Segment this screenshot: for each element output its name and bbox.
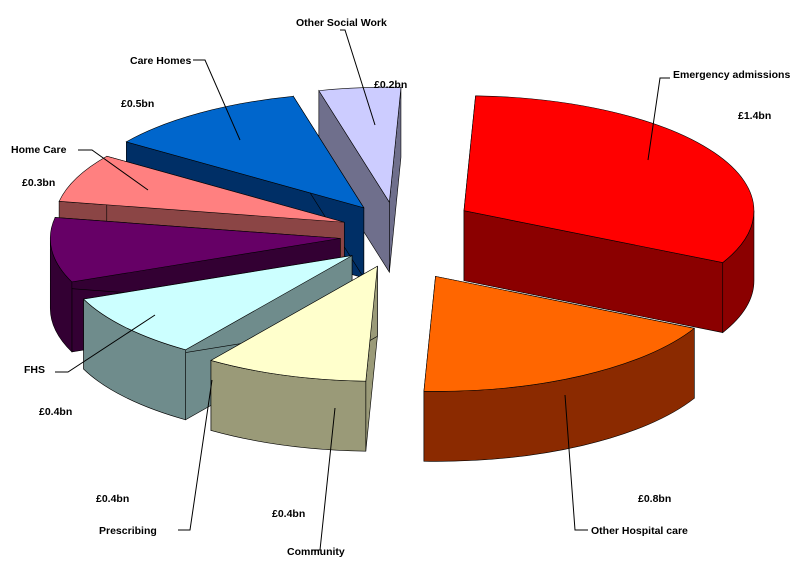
label-emergency-admissions: Emergency admissions — [673, 69, 790, 81]
leader-line-emergency-admissions — [647, 77, 670, 161]
value-other-social-work: £0.2bn — [374, 79, 407, 91]
leader-line-community — [312, 407, 336, 551]
value-other-hospital-care: £0.8bn — [638, 493, 671, 505]
slice-other-social-work — [318, 86, 402, 274]
label-other-social-work: Other Social Work — [296, 17, 387, 29]
leader-lines — [55, 29, 670, 551]
slice-top — [463, 95, 755, 263]
leader-line-care-homes — [193, 59, 241, 141]
value-emergency-admissions: £1.4bn — [738, 110, 771, 122]
label-home-care: Home Care — [11, 144, 67, 156]
slice-community — [210, 265, 378, 452]
value-home-care: £0.3bn — [22, 177, 55, 189]
leader-line-other-hospital-care — [564, 394, 588, 531]
leader-line-prescribing — [178, 379, 213, 531]
value-care-homes: £0.5bn — [121, 98, 154, 110]
value-fhs: £0.4bn — [39, 406, 72, 418]
pie-slices — [49, 86, 755, 462]
slice-emergency-admissions — [463, 95, 755, 334]
slice-top — [423, 276, 695, 392]
slice-top — [318, 86, 402, 204]
label-care-homes: Care Homes — [130, 55, 191, 67]
slice-top — [125, 95, 365, 209]
slice-top — [58, 155, 345, 223]
label-community: Community — [287, 546, 345, 558]
value-community: £0.4bn — [272, 508, 305, 520]
leader-line-fhs — [55, 314, 156, 373]
slice-other-hospital-care — [423, 276, 695, 462]
value-prescribing: £0.4bn — [96, 493, 129, 505]
label-prescribing: Prescribing — [99, 525, 157, 537]
leader-line-home-care — [78, 149, 149, 191]
label-fhs: FHS — [24, 364, 45, 376]
slice-top — [210, 265, 378, 382]
label-other-hospital-care: Other Hospital care — [591, 525, 688, 537]
slice-top — [82, 255, 353, 351]
leader-line-other-social-work — [340, 29, 376, 126]
slice-top — [49, 217, 341, 283]
